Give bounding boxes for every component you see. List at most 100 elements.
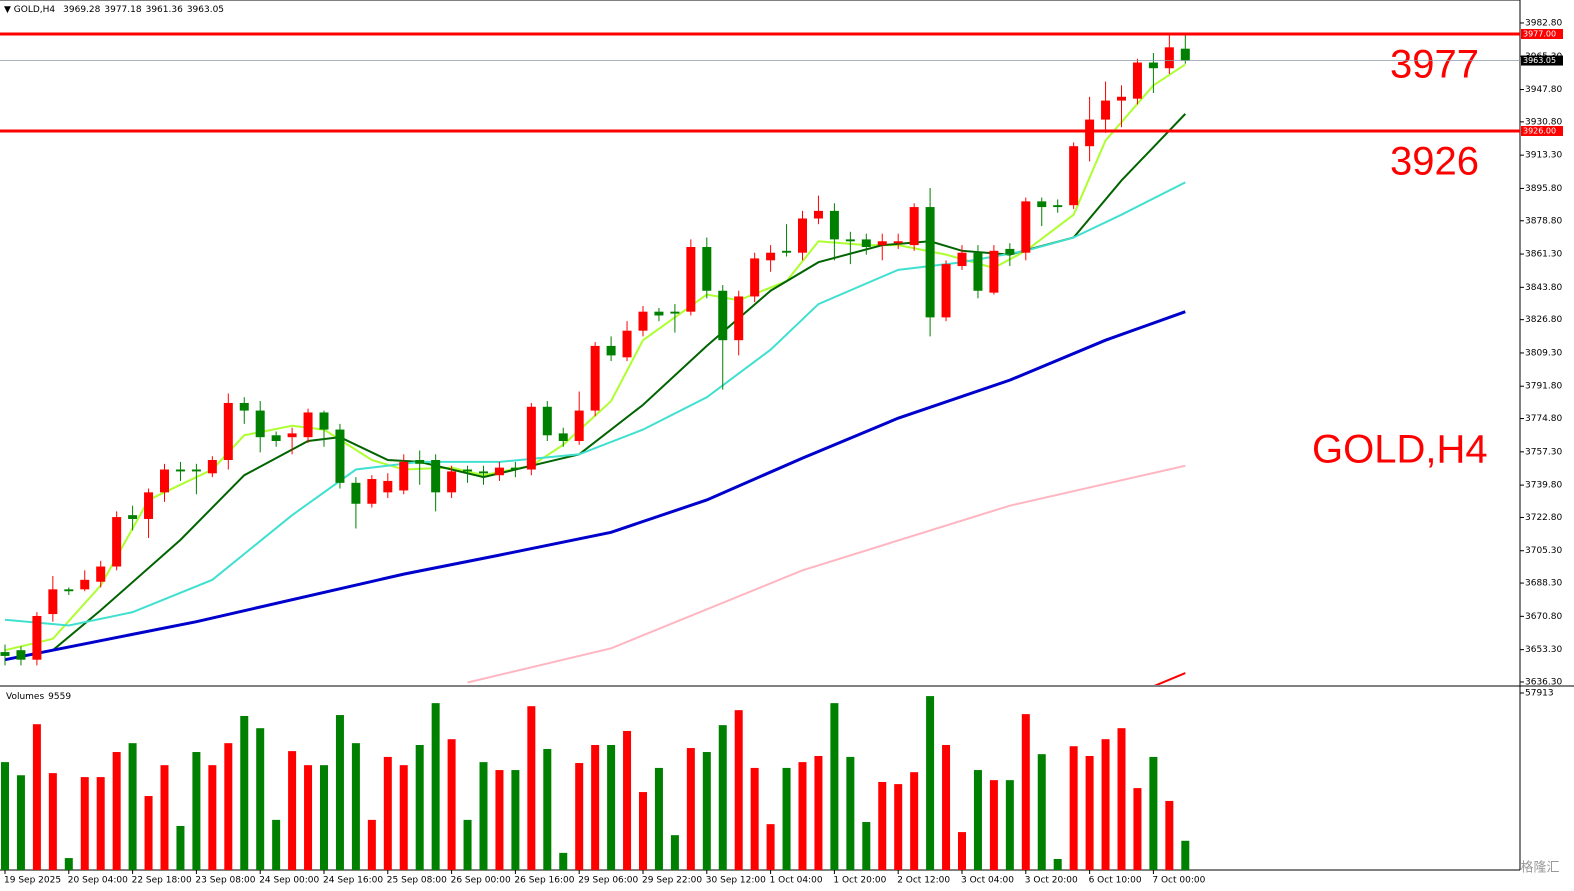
- volume-bar: [112, 752, 121, 870]
- candle-body: [1148, 62, 1158, 69]
- candle-body: [415, 460, 425, 464]
- level-price-box: [1521, 125, 1563, 136]
- volume-bar: [926, 696, 935, 870]
- candle-body: [877, 241, 887, 246]
- volume-bar: [766, 824, 775, 870]
- volume-bar: [910, 772, 919, 870]
- plot-area: [0, 33, 1190, 685]
- y-tick-label: 3809.30: [1525, 348, 1562, 358]
- moving-average-line: [1153, 672, 1186, 685]
- moving-average-line: [4, 63, 1186, 652]
- candle-body: [48, 589, 58, 615]
- volume-header: Volumes 9559: [6, 692, 71, 702]
- volume-bar: [144, 796, 153, 870]
- candle-body: [1117, 96, 1126, 101]
- volume-bar: [543, 748, 552, 870]
- candle-body: [223, 402, 233, 461]
- volume-bar: [80, 777, 89, 870]
- volume-bar: [1, 762, 9, 870]
- volume-bar: [862, 822, 871, 870]
- candle-body: [829, 210, 839, 240]
- volume-bar: [654, 767, 663, 870]
- volume-bar: [750, 767, 759, 870]
- volume-bar: [878, 781, 887, 870]
- volume-tick-label: 57913: [1525, 689, 1554, 699]
- level-price-box: [1521, 29, 1563, 39]
- volume-bar: [1101, 739, 1110, 870]
- candle-body: [64, 589, 74, 592]
- volume-bar: [192, 752, 201, 870]
- volume-bar: [495, 770, 504, 870]
- x-tick-label: 20 Sep 04:00: [68, 876, 128, 886]
- level-price-label: 3926.00: [1523, 126, 1556, 135]
- y-tick-label: 3861.30: [1525, 250, 1562, 260]
- candle-body: [112, 517, 122, 567]
- volume-bar: [958, 832, 966, 870]
- x-tick-label: 2 Oct 12:00: [897, 876, 950, 886]
- volume-bar: [782, 767, 791, 870]
- candle-body: [144, 492, 154, 519]
- candle-body: [526, 406, 536, 470]
- volume-bar: [320, 765, 328, 870]
- volume-bar: [304, 765, 313, 870]
- candle-body: [1069, 146, 1079, 206]
- moving-average-line: [4, 310, 1186, 662]
- y-tick-label: 3930.80: [1525, 117, 1562, 127]
- level-annotation: 3977: [1390, 43, 1479, 87]
- volume-bar: [607, 744, 616, 870]
- volume-bar: [830, 703, 839, 870]
- candle-body: [160, 469, 169, 493]
- volume-bar: [1021, 714, 1030, 870]
- x-tick-label: 6 Oct 10:00: [1089, 876, 1142, 886]
- volume-bar: [176, 825, 185, 870]
- volume-bar: [718, 725, 727, 870]
- volume-bar: [447, 739, 456, 870]
- y-tick-label: 3653.30: [1525, 645, 1562, 655]
- volume-bar: [16, 775, 25, 870]
- header-symbol: GOLD,H4: [14, 5, 56, 15]
- candle-body: [80, 579, 90, 590]
- candle-body: [702, 247, 712, 291]
- volume-bar: [208, 765, 217, 870]
- x-tick-label: 29 Sep 22:00: [642, 876, 702, 886]
- x-tick-label: 30 Sep 12:00: [706, 876, 766, 886]
- candle-body: [590, 345, 600, 411]
- candle-body: [1101, 100, 1111, 120]
- y-tick-label: 3670.80: [1525, 612, 1562, 622]
- chart-header: ▼ GOLD,H4 3969.28 3977.18 3961.36 3963.05: [4, 5, 224, 15]
- y-tick-label: 3878.80: [1525, 216, 1562, 226]
- volume-bar: [415, 744, 424, 870]
- candle-body: [798, 218, 807, 253]
- y-tick-label: 3722.80: [1525, 513, 1562, 523]
- candle-body: [175, 469, 185, 472]
- candle-body: [973, 252, 983, 291]
- candle-body: [510, 467, 520, 470]
- candle-body: [750, 258, 760, 297]
- symbol-annotation: GOLD,H4: [1312, 428, 1488, 472]
- candle-body: [766, 252, 776, 261]
- volume-last: 9559: [48, 692, 71, 702]
- candle-body: [431, 460, 441, 493]
- candle-body: [1085, 119, 1095, 147]
- y-tick-label: 3739.80: [1525, 481, 1562, 491]
- candle-body: [287, 433, 297, 438]
- candle-body: [638, 311, 648, 331]
- candle-body: [542, 406, 552, 436]
- volume-bar: [511, 770, 520, 870]
- current-price-box: [1521, 55, 1563, 66]
- volume-bar: [686, 748, 695, 870]
- x-tick-label: 1 Oct 20:00: [833, 876, 886, 886]
- candle-body: [909, 207, 919, 246]
- candle-body: [191, 469, 201, 472]
- level-annotation: 3926: [1390, 140, 1479, 184]
- candle-body: [989, 250, 999, 293]
- volume-bar: [989, 780, 998, 870]
- volume-bar: [48, 773, 57, 870]
- candle-body: [0, 652, 10, 656]
- candle-body: [941, 264, 951, 318]
- volume-bar: [1069, 746, 1078, 870]
- x-tick-label: 1 Oct 04:00: [770, 876, 823, 886]
- candle-body: [16, 650, 26, 660]
- candle-body: [367, 479, 377, 504]
